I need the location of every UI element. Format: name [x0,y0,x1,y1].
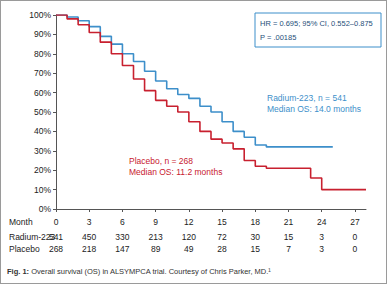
svg-text:Median OS: 11.2 months: Median OS: 11.2 months [129,167,222,177]
svg-text:15: 15 [251,244,261,254]
svg-text:Month: Month [9,217,33,227]
svg-text:Radium-223, n = 541: Radium-223, n = 541 [267,93,347,103]
svg-text:3: 3 [319,232,324,242]
svg-text:Placebo, n = 268: Placebo, n = 268 [129,156,193,166]
svg-text:60%: 60% [34,88,51,98]
svg-text:40%: 40% [34,126,51,136]
svg-text:0: 0 [54,217,59,227]
svg-text:147: 147 [115,244,129,254]
svg-text:18: 18 [251,217,261,227]
svg-text:90%: 90% [34,29,51,39]
svg-text:0%: 0% [39,204,52,214]
svg-text:80%: 80% [34,49,51,59]
svg-text:Fig. 1:: Fig. 1: [7,267,29,276]
svg-text:450: 450 [82,232,96,242]
svg-text:330: 330 [115,232,129,242]
svg-text:0: 0 [353,232,358,242]
svg-text:21: 21 [284,217,294,227]
svg-text:15: 15 [217,217,227,227]
svg-text:6: 6 [120,217,125,227]
svg-text:P = .00185: P = .00185 [260,33,296,42]
svg-text:7: 7 [286,244,291,254]
svg-text:12: 12 [184,217,194,227]
svg-text:15: 15 [284,232,294,242]
svg-text:Median OS: 14.0 months: Median OS: 14.0 months [267,104,361,114]
svg-text:50%: 50% [34,107,51,117]
svg-text:Radium-223: Radium-223 [9,232,56,242]
svg-text:10%: 10% [34,185,51,195]
svg-text:Overall survival (OS) in ALSYM: Overall survival (OS) in ALSYMPCA trial.… [29,267,271,276]
svg-text:268: 268 [49,244,63,254]
svg-text:3: 3 [319,244,324,254]
svg-text:70%: 70% [34,68,51,78]
svg-text:218: 218 [82,244,96,254]
svg-text:120: 120 [182,232,196,242]
svg-text:9: 9 [153,217,158,227]
svg-text:30: 30 [251,232,261,242]
svg-text:Placebo: Placebo [9,244,40,254]
svg-text:0: 0 [353,244,358,254]
svg-text:213: 213 [149,232,163,242]
svg-text:100%: 100% [29,10,51,20]
svg-text:30%: 30% [34,146,51,156]
svg-text:HR = 0.695; 95% CI, 0.552–0.87: HR = 0.695; 95% CI, 0.552–0.875 [260,19,373,28]
svg-text:28: 28 [217,244,227,254]
svg-text:27: 27 [350,217,360,227]
svg-text:89: 89 [151,244,161,254]
svg-text:72: 72 [217,232,227,242]
svg-text:24: 24 [317,217,327,227]
svg-text:3: 3 [87,217,92,227]
svg-text:541: 541 [49,232,63,242]
svg-text:49: 49 [184,244,194,254]
svg-text:20%: 20% [34,165,51,175]
